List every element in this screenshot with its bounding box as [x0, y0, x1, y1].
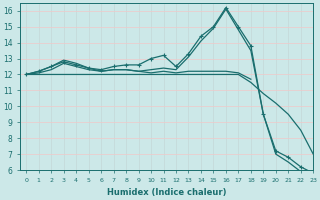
X-axis label: Humidex (Indice chaleur): Humidex (Indice chaleur)	[107, 188, 226, 197]
